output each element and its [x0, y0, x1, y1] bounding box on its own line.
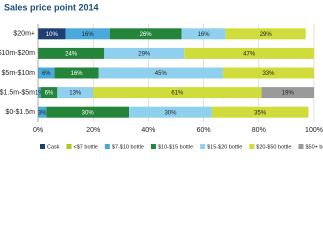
x-tick-label: 80% [252, 127, 266, 134]
value-label: 10% [46, 32, 59, 38]
bar-segment [54, 67, 99, 79]
legend-swatch [249, 144, 255, 149]
chart-title: Sales price point 2014 [4, 2, 99, 12]
bar-segment [38, 106, 47, 118]
value-label: 3% [38, 110, 47, 116]
value-label: 16% [82, 32, 95, 38]
value-label: 45% [155, 71, 168, 77]
value-label: 30% [82, 110, 95, 116]
legend-swatch [150, 144, 156, 149]
legend-label: Cask [47, 144, 60, 150]
value-label: 13% [69, 91, 82, 97]
legend-label: $7-$10 bottle [112, 144, 144, 150]
value-label: 6% [45, 91, 54, 97]
bar-segment [98, 67, 223, 79]
bar-segment [211, 106, 309, 118]
value-label: 33% [262, 71, 275, 77]
x-tick-label: 60% [197, 127, 211, 134]
value-label: 6% [42, 71, 51, 77]
bar-segment [184, 47, 314, 59]
value-label: 29% [138, 51, 151, 57]
value-label: 29% [260, 32, 273, 38]
bar-segment [38, 87, 41, 99]
x-tick-label: 0% [33, 127, 43, 134]
bar-segment [225, 28, 306, 40]
value-label: 19% [282, 91, 295, 97]
value-label: 35% [254, 110, 267, 116]
value-label: 1% [35, 91, 44, 97]
value-label: 26% [140, 32, 153, 38]
bar-segment [181, 28, 226, 40]
bar-segment [38, 67, 55, 79]
value-label: 16% [198, 32, 211, 38]
bar-segment [46, 106, 130, 118]
legend-label: <$7 bottle [74, 144, 98, 150]
y-tick-label: $0-$1.5m [5, 109, 35, 116]
y-tick-label: $20m+ [13, 31, 35, 38]
legend-swatch [200, 144, 206, 149]
value-label: 30% [164, 110, 177, 116]
legend-label: $15-$20 bottle [207, 144, 242, 150]
bar-segment [109, 28, 182, 40]
legend-label: $20-$50 bottle [256, 144, 291, 150]
legend-swatch [298, 144, 304, 149]
value-label: 47% [243, 51, 256, 57]
legend-label: $50+ bottle [305, 144, 323, 150]
y-tick-label: $1.5m-$5m [0, 89, 35, 96]
value-label: 61% [171, 91, 184, 97]
bar-segment [93, 87, 262, 99]
legend-swatch [104, 144, 110, 149]
bar-segment [104, 47, 185, 59]
bar-segment [38, 47, 105, 59]
bar-segment [57, 87, 94, 99]
legend-swatch [66, 144, 72, 149]
value-label: 16% [71, 71, 84, 77]
legend-label: $10-$15 bottle [158, 144, 193, 150]
bar-segment [65, 28, 110, 40]
y-tick-label: $5m-$10m [2, 70, 36, 77]
value-label: 24% [65, 51, 78, 57]
x-tick-label: 20% [86, 127, 100, 134]
x-tick-label: 100% [305, 127, 323, 134]
bar-segment [40, 87, 58, 99]
bar-segment [222, 67, 314, 79]
legend-swatch [40, 144, 45, 149]
bar-segment [38, 28, 66, 40]
x-tick-label: 40% [141, 127, 155, 134]
bar-segment [261, 87, 314, 99]
chart: Sales price point 2014 0% 20% 40% 60% 80% 100… [0, 2, 323, 150]
y-tick-label: $10m-$20m [0, 50, 35, 57]
bar-segment [129, 106, 212, 118]
